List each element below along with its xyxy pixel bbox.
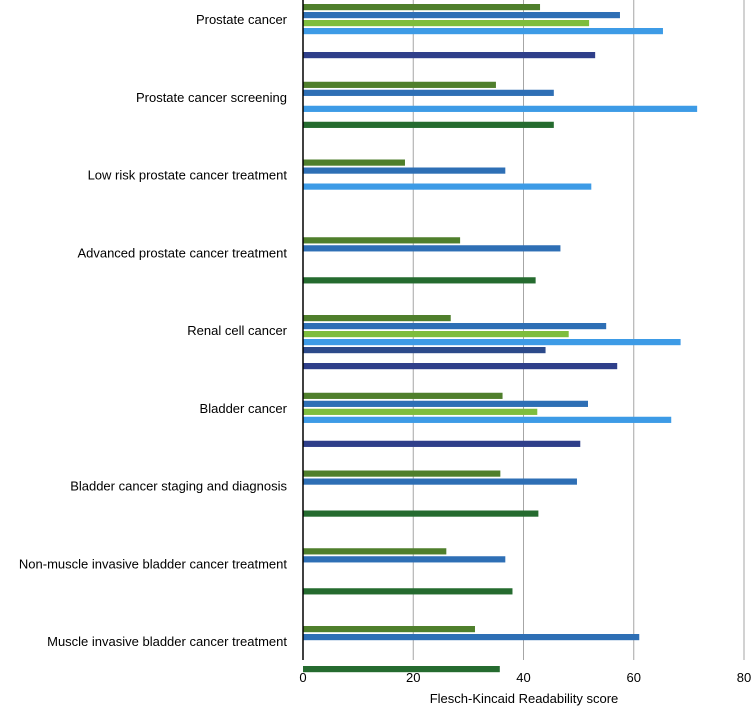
bar-4-2 <box>303 105 698 112</box>
bar-1-8 <box>303 548 447 555</box>
bar-2-3 <box>303 167 506 174</box>
category-label: Non-muscle invasive bladder cancer treat… <box>19 556 287 571</box>
category-label: Prostate cancer <box>196 12 288 27</box>
bar-7-1 <box>303 52 596 59</box>
bar-1-7 <box>303 470 501 477</box>
x-tick-label: 80 <box>737 670 751 685</box>
category-labels: Prostate cancer Prostate cancer screening… <box>19 12 288 649</box>
bar-6-7 <box>303 510 539 517</box>
category-label: Advanced prostate cancer treatment <box>77 245 287 260</box>
bar-2-7 <box>303 478 577 485</box>
x-axis-title: Flesch-Kincaid Readability score <box>430 691 619 706</box>
category-label: Prostate cancer screening <box>136 90 287 105</box>
bar-2-2 <box>303 89 554 96</box>
bar-2-1 <box>303 12 620 19</box>
bar-6-9 <box>303 666 500 673</box>
x-tick-label: 60 <box>627 670 641 685</box>
category-label: Low risk prostate cancer treatment <box>88 168 288 183</box>
bar-7-5 <box>303 363 618 370</box>
bar-6-8 <box>303 588 513 595</box>
bars <box>303 4 698 673</box>
bar-4-3 <box>303 183 592 190</box>
bar-3-1 <box>303 20 590 27</box>
bar-1-3 <box>303 159 405 166</box>
bar-3-5 <box>303 331 569 338</box>
bar-2-4 <box>303 245 561 252</box>
bar-1-2 <box>303 81 496 88</box>
bar-1-5 <box>303 315 451 322</box>
bar-4-6 <box>303 416 672 423</box>
x-tick-label: 20 <box>406 670 420 685</box>
bar-1-6 <box>303 392 503 399</box>
x-tick-labels: 0 20 40 60 80 <box>299 670 751 685</box>
bar-5-5 <box>303 347 546 354</box>
bar-2-9 <box>303 634 640 641</box>
category-label: Bladder cancer staging and diagnosis <box>70 479 287 494</box>
bar-1-9 <box>303 626 475 633</box>
category-label: Bladder cancer <box>200 401 288 416</box>
bar-6-4 <box>303 277 536 284</box>
bar-4-1 <box>303 28 663 35</box>
bar-1-4 <box>303 237 461 244</box>
bar-2-8 <box>303 556 506 563</box>
bar-2-5 <box>303 323 607 330</box>
x-tick-label: 40 <box>516 670 530 685</box>
category-label: Renal cell cancer <box>187 323 287 338</box>
category-label: Muscle invasive bladder cancer treatment <box>47 634 287 649</box>
bar-3-6 <box>303 408 538 415</box>
x-tick-label: 0 <box>299 670 306 685</box>
bar-2-6 <box>303 400 588 407</box>
bar-4-5 <box>303 339 681 346</box>
bar-1-1 <box>303 4 541 11</box>
bar-7-6 <box>303 440 581 447</box>
bar-6-2 <box>303 121 554 128</box>
